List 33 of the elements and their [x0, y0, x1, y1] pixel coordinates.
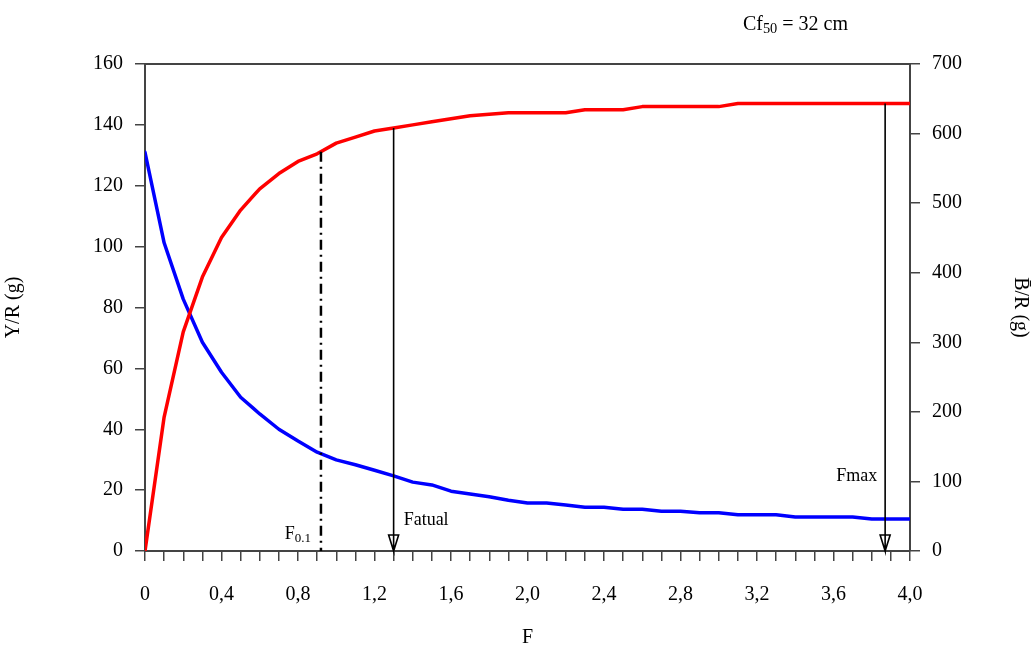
x-tick-label: 2,8: [668, 582, 693, 605]
y2-tick-label: 300: [932, 329, 962, 352]
y2-tick-label: 0: [932, 538, 942, 561]
y-tick-label: 60: [103, 355, 123, 378]
x-tick-label: 0: [140, 582, 150, 605]
y2-tick-label: 600: [932, 120, 962, 143]
y-tick-label: 20: [103, 477, 123, 500]
ref-line-label: Fmax: [836, 465, 878, 485]
x-axis-title: F: [521, 625, 534, 648]
y2-axis-title: B̄/R (g): [1009, 277, 1033, 338]
y-tick-label: 0: [113, 538, 123, 561]
x-tick-label: 1,6: [438, 582, 464, 605]
y2-tick-label: 100: [932, 468, 962, 491]
x-tick-label: 1,2: [362, 582, 387, 605]
y2-tick-label: 400: [932, 259, 962, 282]
x-tick-label: 4,0: [897, 582, 923, 605]
y-tick-label: 140: [93, 112, 123, 135]
y2-tick-label: 700: [932, 51, 962, 74]
y-axis-title: Y/R (g): [1, 276, 25, 339]
y2-tick-label: 200: [932, 399, 962, 422]
ref-line-label: Fatual: [403, 509, 449, 529]
y-tick-label: 120: [93, 173, 123, 195]
x-tick-label: 2,0: [515, 582, 540, 605]
y-tick-label: 160: [93, 51, 123, 74]
y-tick-label: 100: [93, 233, 123, 256]
x-tick-label: 3,2: [744, 582, 770, 605]
x-tick-label: 3,6: [821, 582, 846, 605]
y-tick-label: 80: [103, 294, 123, 317]
x-tick-label: 0,8: [285, 582, 311, 605]
y-tick-label: 40: [103, 416, 123, 439]
x-tick-label: 0,4: [209, 582, 234, 605]
x-tick-label: 2,4: [591, 582, 617, 605]
y2-tick-label: 500: [932, 190, 962, 213]
